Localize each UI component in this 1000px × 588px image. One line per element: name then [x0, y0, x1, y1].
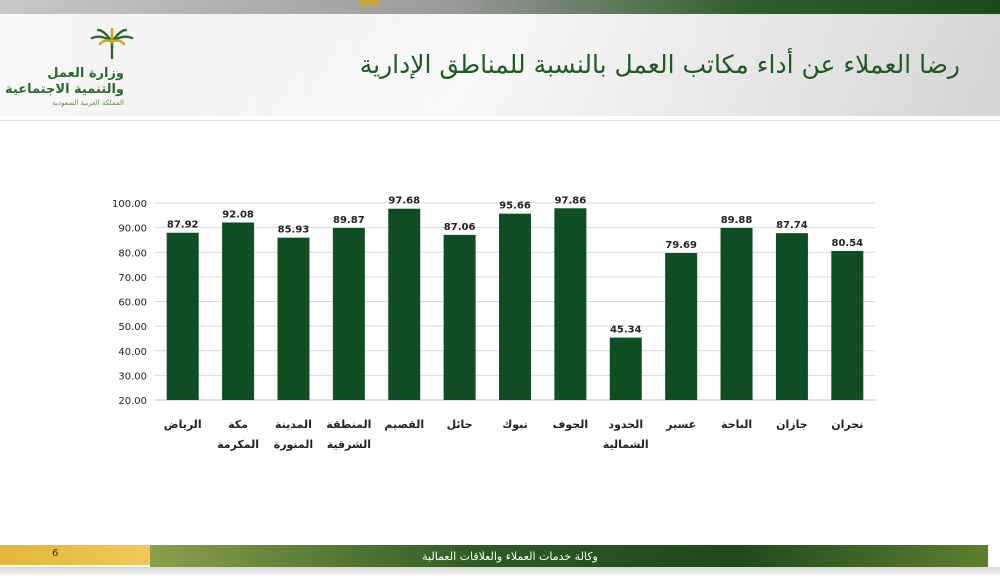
category-label: المدينة	[275, 418, 312, 431]
category-label: نجران	[831, 418, 863, 431]
bar	[775, 233, 808, 400]
category-label: مكة	[228, 418, 248, 431]
title-divider	[0, 120, 1000, 121]
bar	[332, 227, 365, 400]
category-label: الرياض	[164, 418, 202, 431]
y-axis-ticks: 20.00 30.00 40.00 50.00 60.00 70.00 80.00 90.00…	[112, 199, 147, 407]
category-label: الشرقية	[327, 438, 371, 451]
category-label: القصيم	[384, 418, 424, 431]
bar	[277, 237, 310, 400]
y-tick-label: 30.00	[118, 371, 147, 382]
bar-value-label: 97.86	[555, 195, 587, 206]
bar-value-label: 89.87	[333, 215, 365, 226]
bar-value-label: 85.93	[278, 225, 310, 236]
chart-bars	[166, 208, 864, 400]
y-tick-label: 70.00	[118, 273, 147, 284]
logo-line-1: وزارة العمل	[47, 66, 124, 81]
bar-value-label: 92.08	[222, 210, 254, 221]
bar	[499, 213, 531, 400]
bar	[554, 208, 587, 400]
bar-value-label: 87.92	[167, 220, 199, 231]
bar-value-label: 87.74	[776, 220, 808, 231]
bar	[720, 227, 753, 400]
chart-category-labels: الرياض مكة المكرمة المدينة المنورة المنطقة الش…	[164, 418, 864, 451]
header-decor	[130, 14, 1000, 116]
category-label: جازان	[776, 418, 808, 431]
category-label: الحدود	[608, 418, 643, 431]
category-label: حائل	[447, 418, 473, 431]
palm-icon	[90, 28, 134, 60]
bar-value-label: 79.69	[665, 240, 697, 251]
footer-band	[150, 545, 988, 567]
top-gold-accent	[360, 0, 380, 6]
y-tick-label: 60.00	[118, 298, 147, 309]
footer-gold-block	[0, 545, 150, 565]
category-label: المكرمة	[217, 438, 259, 451]
category-label: تبوك	[502, 418, 528, 431]
footer-shadow	[0, 567, 1000, 575]
logo-line-3: المملكة العربية السعودية	[52, 99, 124, 107]
y-tick-label: 20.00	[118, 396, 147, 407]
bar-value-label: 97.68	[388, 196, 420, 207]
chart-value-labels: 87.92 92.08 85.93 89.87 97.68 87.06 95.66 97.86…	[167, 195, 863, 335]
bar	[443, 234, 476, 400]
page-number: 6	[52, 548, 59, 559]
category-label: الباحة	[721, 418, 752, 431]
bar-value-label: 45.34	[610, 325, 642, 336]
footer-text: وكالة خدمات العملاء والعلاقات العمالية	[422, 550, 598, 563]
y-tick-label: 50.00	[118, 322, 147, 333]
ministry-logo: وزارة العمل والتنمية الاجتماعية المملكة …	[5, 28, 134, 110]
category-label: الشمالية	[603, 438, 649, 451]
top-decor-strip	[0, 0, 1000, 14]
y-tick-label: 80.00	[118, 248, 147, 259]
category-label: المنورة	[274, 438, 314, 451]
bar	[388, 208, 421, 400]
category-label: عسير	[665, 418, 696, 431]
logo-line-2: والتنمية الاجتماعية	[5, 82, 124, 97]
y-tick-label: 100.00	[112, 199, 147, 210]
bar	[831, 250, 864, 400]
y-tick-label: 40.00	[118, 347, 147, 358]
bar	[222, 222, 255, 400]
category-label: الجوف	[553, 418, 589, 431]
category-label: المنطقة	[326, 418, 371, 431]
bar-value-label: 95.66	[499, 201, 531, 212]
y-tick-label: 90.00	[118, 224, 147, 235]
bar	[665, 253, 698, 400]
bar	[609, 337, 642, 400]
bar	[166, 232, 199, 400]
bar-value-label: 80.54	[831, 238, 863, 249]
slide-title: رضا العملاء عن أداء مكاتب العمل بالنسبة …	[359, 50, 960, 79]
bar-value-label: 89.88	[721, 215, 753, 226]
bar-value-label: 87.06	[444, 222, 476, 233]
